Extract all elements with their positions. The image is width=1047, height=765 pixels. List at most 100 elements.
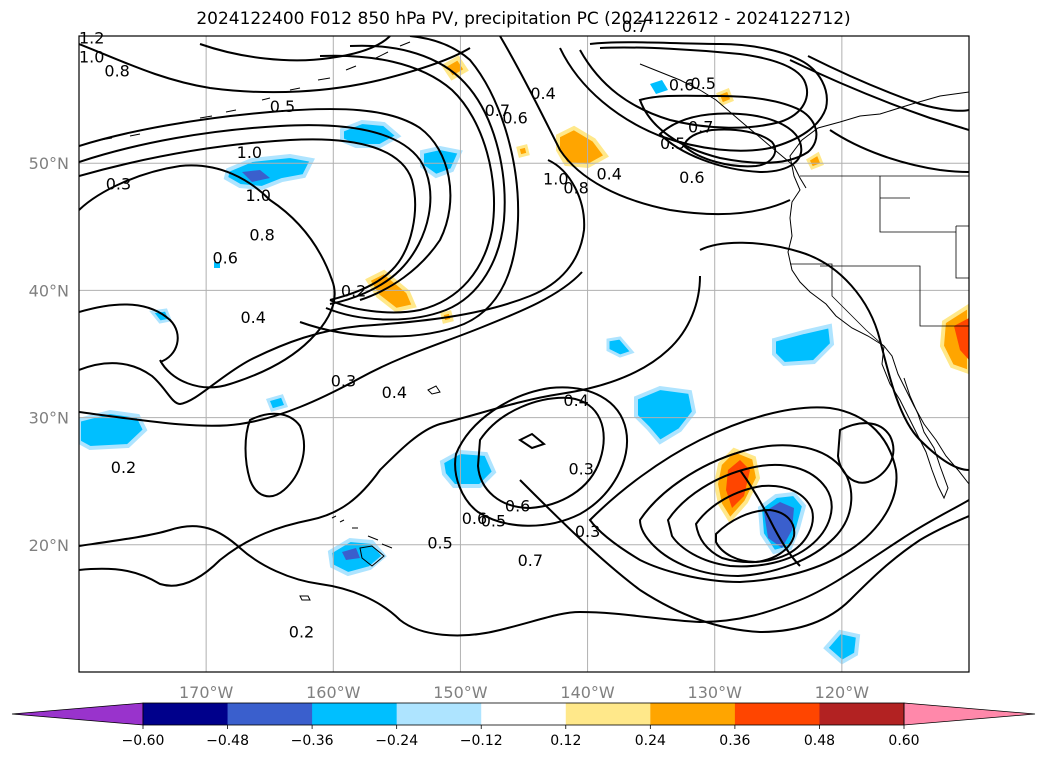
precip-positive-core (954, 318, 969, 360)
pv-contour (658, 112, 803, 174)
precip-negative-area (265, 394, 289, 412)
colorbar: −0.60 −0.48 −0.36 −0.24 −0.12 0.12 0.24 0.36 0.4… (11, 702, 1036, 749)
pv-contour (79, 164, 336, 389)
contour-label: 0.3 (331, 372, 356, 391)
contour-label: 0.5 (481, 512, 506, 531)
contour-label: 0.8 (249, 225, 274, 244)
precip-negative-area (79, 409, 148, 451)
pv-contour (79, 159, 586, 406)
california-nevada-border (790, 263, 885, 347)
colorbar-bin (650, 703, 736, 725)
map-frame (78, 35, 970, 673)
pv-contour (79, 275, 701, 587)
contour-label: 0.5 (270, 97, 295, 116)
contour-label: 0.4 (382, 383, 407, 402)
hawaiian-islands (331, 515, 393, 567)
pv-contour (79, 303, 179, 363)
lon-tick-label: 120°W (815, 683, 870, 702)
colorbar-tick-label: −0.48 (206, 733, 249, 749)
contour-label: 0.2 (341, 281, 366, 300)
pv-contour (715, 508, 796, 564)
pv-contour (579, 46, 808, 129)
contour-label: 0.4 (240, 308, 265, 327)
contour-label: 0.4 (596, 164, 621, 183)
island (427, 385, 441, 395)
contour-label: 0.5 (660, 134, 685, 153)
contour-label: 0.2 (111, 458, 136, 477)
pv-contour (79, 43, 471, 94)
pv-contour (454, 386, 629, 527)
precip-negative-area (439, 449, 497, 488)
colorbar-bin (734, 703, 820, 725)
colorbar-tick-label: −0.36 (291, 733, 334, 749)
colorbar-tick-label: 0.60 (888, 733, 919, 749)
colorbar-tick-label: 0.36 (719, 733, 750, 749)
precip-negative-core (242, 170, 270, 182)
precip-negative-core (764, 502, 794, 548)
coastlines (99, 41, 969, 601)
pv-contour (739, 469, 801, 567)
contour-label: 0.7 (485, 101, 510, 120)
precip-positive-area (365, 269, 417, 313)
pv-contour (319, 54, 496, 314)
pv-contour (836, 422, 895, 484)
contour-label: 0.7 (622, 17, 647, 36)
alaska-panhandle-coast (639, 63, 807, 189)
contour-label: 0.3 (575, 522, 600, 541)
pv-contour (79, 271, 583, 427)
north-america-coastline (787, 91, 969, 485)
contour-label: 1.0 (79, 47, 104, 66)
contour-label: 0.5 (427, 533, 452, 552)
precip-negative-area (772, 323, 835, 367)
contour-label: 1.0 (237, 143, 262, 162)
contour-label: 0.7 (688, 117, 713, 136)
lon-tick-label: 170°W (179, 683, 234, 702)
colorbar-tick-label: −0.24 (375, 733, 418, 749)
precip-negative-area (149, 308, 173, 324)
colorbar-tick-label: −0.12 (460, 733, 503, 749)
pv-contour (694, 484, 814, 564)
pv-contour (476, 396, 605, 510)
precip-negative-area (634, 385, 697, 445)
precip-negative-core (342, 548, 360, 560)
precip-negative-area (214, 262, 220, 268)
contour-label: 0.3 (106, 175, 131, 194)
contour-label: 0.3 (568, 459, 593, 478)
precip-negative-area (420, 145, 463, 179)
colorbar-bin (565, 703, 651, 725)
pv-contour (559, 41, 828, 152)
contour-label: 0.6 (669, 75, 694, 94)
colorbar-tick-label: −0.60 (122, 733, 165, 749)
colorbar-tick-label: 0.12 (550, 733, 581, 749)
contour-label: 0.4 (563, 391, 588, 410)
precip-negative-area (223, 153, 315, 191)
colorbar-tick-label: 0.24 (635, 733, 666, 749)
precip-negative-area (650, 80, 668, 94)
pv-contour (518, 432, 547, 450)
lon-tick-label: 130°W (688, 683, 743, 702)
lat-tick-label: 20°N (29, 536, 69, 555)
pv-contour (325, 44, 506, 321)
contour-label: 0.6 (462, 509, 487, 528)
lat-tick-label: 40°N (29, 281, 69, 300)
pv-contour (789, 59, 969, 131)
pv-contour (79, 138, 417, 301)
precip-positive-area (516, 144, 530, 158)
pv-contour (299, 36, 520, 338)
graticule (79, 36, 969, 672)
colorbar-extend-low (11, 702, 144, 726)
island (299, 595, 311, 601)
pv-contour (588, 406, 898, 584)
colorbar-outline (142, 702, 905, 726)
pv-contour (499, 36, 791, 216)
precip-positive-area (556, 125, 609, 169)
contour-label: 0.6 (212, 248, 237, 267)
contour-label: 0.6 (679, 168, 704, 187)
colorbar-bin (312, 703, 398, 725)
contour-label: 1.0 (246, 186, 271, 205)
colorbar-bin (481, 703, 567, 725)
contour-label: 0.4 (530, 84, 555, 103)
contour-label: 0.5 (691, 74, 716, 93)
baja-california-coastline (881, 345, 949, 500)
lon-tick-label: 160°W (306, 683, 361, 702)
